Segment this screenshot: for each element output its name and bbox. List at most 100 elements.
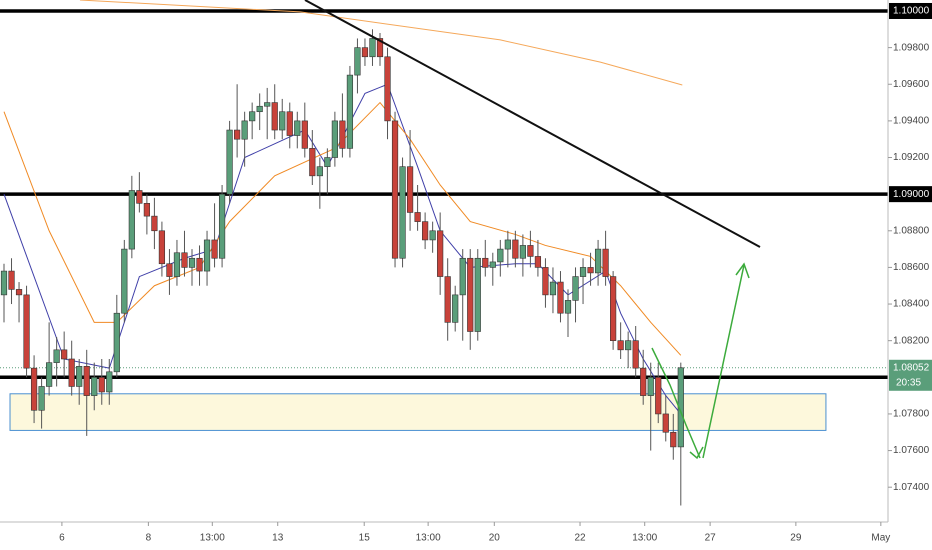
candle-body: [294, 120, 301, 136]
candle-body: [68, 358, 75, 387]
candle-body: [309, 148, 316, 177]
candle-body: [136, 190, 143, 204]
candle-body: [98, 377, 105, 393]
candle-body: [324, 157, 331, 167]
candle-body: [512, 239, 519, 259]
candle-body: [196, 257, 203, 272]
x-tick-label: 13:00: [416, 533, 441, 544]
candle-body: [647, 377, 654, 396]
candle-body: [106, 371, 113, 393]
level-label-box: [889, 2, 932, 19]
arrow-head: [735, 262, 750, 279]
candle-body: [429, 230, 436, 241]
candle-body: [158, 230, 166, 265]
candle-body: [264, 102, 271, 107]
candle-body: [384, 56, 391, 122]
y-tick-label: 1.09200: [893, 152, 930, 163]
candle-body: [301, 120, 308, 149]
y-tick-label: 1.07400: [893, 482, 930, 493]
candle-body: [579, 267, 587, 277]
candle-body: [271, 102, 278, 131]
candle-body: [241, 120, 248, 140]
candle-body: [188, 257, 196, 268]
candle-body: [346, 74, 354, 149]
candle-body: [677, 367, 684, 448]
arrow-head: [689, 446, 704, 460]
candle-body: [655, 377, 662, 415]
candle-body: [8, 270, 15, 290]
x-tick-label: 15: [359, 533, 371, 544]
candle-body: [542, 267, 549, 296]
candle-body: [414, 212, 421, 222]
candle-body: [662, 413, 669, 433]
candle-body: [0, 270, 8, 296]
candle-body: [587, 267, 594, 274]
candle-body: [504, 239, 511, 250]
candle-body: [218, 193, 226, 259]
y-tick-label: 1.08600: [893, 262, 930, 273]
arrow-up: [702, 264, 745, 459]
candle-body: [474, 257, 481, 332]
candle-body: [91, 377, 98, 396]
x-tick-label: 20: [489, 533, 501, 544]
candle-body: [361, 47, 369, 58]
candle-body: [376, 38, 384, 58]
candle-body: [527, 245, 534, 257]
x-tick-label: 13:00: [632, 533, 657, 544]
candle-body: [339, 120, 346, 149]
candle-body: [234, 129, 241, 140]
candle-body: [121, 248, 128, 314]
candle-body: [113, 312, 120, 373]
candle-body: [459, 257, 466, 296]
x-tick-label: 6: [59, 533, 65, 544]
candle-body: [316, 166, 323, 177]
y-tick-label: 1.08400: [893, 299, 930, 310]
candle-body: [399, 166, 406, 259]
candle-body: [610, 276, 617, 341]
support-zone: [9, 393, 827, 431]
candle-body: [467, 257, 474, 332]
y-tick-label: 1.09800: [893, 42, 930, 53]
candle-body: [256, 105, 263, 113]
candle-body: [30, 367, 38, 411]
y-tick-label: 1.08200: [893, 335, 930, 346]
moving-average: [79, 0, 683, 86]
level-label: 1.10000: [893, 6, 930, 17]
candle-body: [173, 252, 181, 277]
candle-body: [203, 239, 211, 272]
candle-body: [83, 366, 90, 396]
candle-body: [53, 349, 60, 363]
candle-body: [128, 190, 135, 250]
level-label-box: [889, 186, 932, 203]
candle-body: [46, 362, 53, 387]
candle-body: [226, 129, 233, 195]
candle-body: [572, 276, 579, 301]
candle-body: [354, 47, 361, 76]
candle-body: [143, 203, 150, 217]
y-tick-label: 1.07800: [893, 409, 930, 420]
arrow-down: [651, 347, 701, 459]
candle-body: [23, 294, 30, 369]
candle-body: [452, 294, 459, 323]
candle-body: [151, 215, 158, 232]
candle-body: [594, 248, 602, 274]
last-price-label: 1.08052: [893, 362, 930, 373]
candle-body: [249, 111, 256, 122]
x-tick-label: 8: [146, 533, 152, 544]
candle-body: [61, 349, 68, 360]
last-price-box: [889, 359, 932, 391]
candle-body: [422, 221, 429, 241]
x-tick-label: 13: [272, 533, 284, 544]
candle-body: [640, 367, 647, 396]
candle-body: [497, 248, 504, 263]
candle-body: [482, 257, 489, 268]
countdown-label: 20:35: [896, 377, 921, 388]
candle-body: [632, 340, 639, 369]
candle-body: [38, 386, 45, 411]
plot: [0, 0, 888, 506]
level-label: 1.09000: [893, 189, 930, 200]
x-tick-label: 27: [705, 533, 717, 544]
candle-body: [602, 248, 609, 277]
x-tick-label: 13:00: [200, 533, 225, 544]
